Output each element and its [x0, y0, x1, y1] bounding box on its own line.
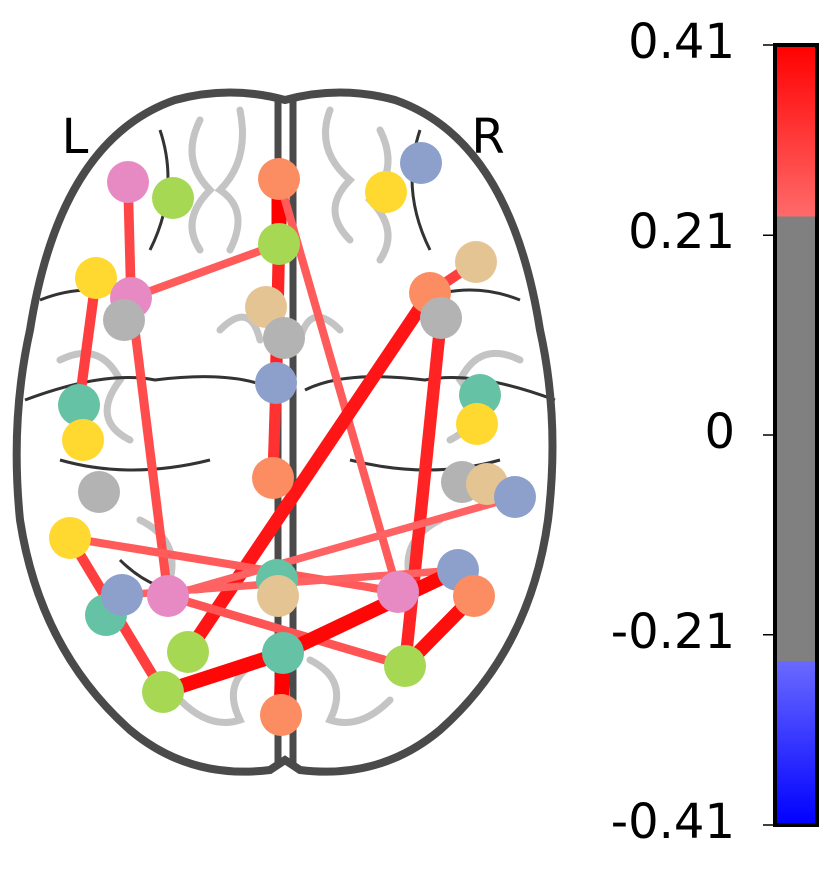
node — [58, 384, 100, 426]
edge — [166, 591, 407, 671]
node — [455, 241, 497, 283]
node — [245, 286, 287, 328]
node — [258, 223, 300, 265]
colorbar-tick-label: -0.21 — [611, 604, 735, 660]
edge — [398, 317, 448, 667]
edge — [69, 534, 399, 596]
node — [147, 575, 189, 617]
edge — [182, 289, 436, 656]
node — [167, 631, 209, 673]
node — [400, 142, 442, 184]
node — [152, 177, 194, 219]
node — [258, 158, 300, 200]
colorbar-tick-label: -0.41 — [611, 794, 735, 850]
node — [263, 317, 305, 359]
colorbar-tick-label: 0 — [704, 404, 735, 460]
node — [257, 575, 299, 617]
edge — [73, 277, 102, 406]
node — [453, 575, 495, 617]
edge — [166, 493, 517, 600]
node — [260, 694, 302, 736]
node — [142, 671, 184, 713]
node — [78, 471, 120, 513]
node — [62, 419, 104, 461]
hemisphere-label: L — [62, 109, 89, 165]
edge — [160, 646, 286, 699]
node — [384, 645, 426, 687]
node — [255, 362, 297, 404]
node — [456, 403, 498, 445]
node — [252, 457, 294, 499]
colorbar-tick-label: 0.41 — [628, 14, 735, 70]
hemisphere-label: R — [471, 109, 504, 165]
node — [103, 299, 145, 341]
node — [49, 517, 91, 559]
node — [377, 571, 419, 613]
node — [262, 632, 304, 674]
node — [101, 574, 143, 616]
node — [75, 257, 117, 299]
node — [365, 171, 407, 213]
edge — [126, 297, 173, 597]
edge — [129, 240, 281, 302]
colorbar — [773, 43, 819, 827]
node — [494, 476, 536, 518]
colorbar-tick-label: 0.21 — [628, 204, 735, 260]
node — [107, 161, 149, 203]
edge — [279, 563, 462, 660]
node — [420, 297, 462, 339]
